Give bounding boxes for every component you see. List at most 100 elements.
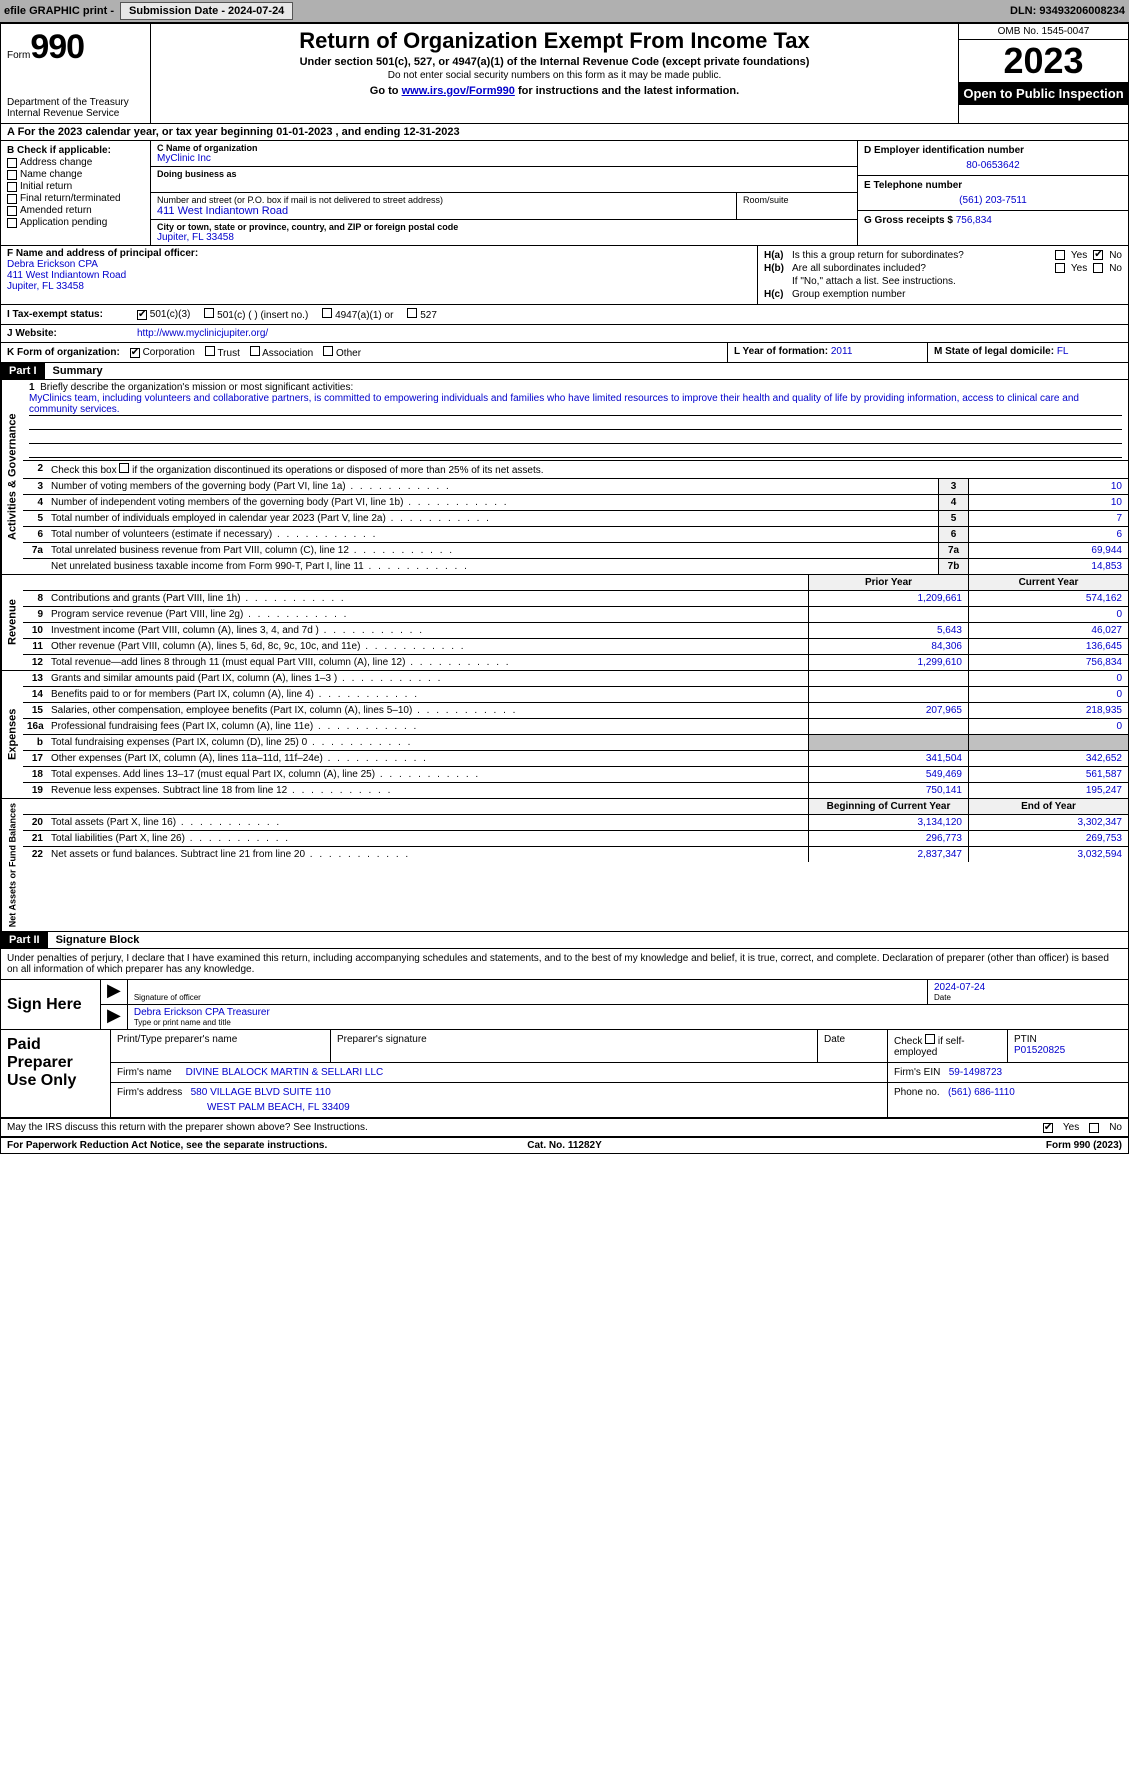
irs-link[interactable]: www.irs.gov/Form990 <box>402 85 515 97</box>
header-mid: Return of Organization Exempt From Incom… <box>151 24 958 123</box>
submission-date-button[interactable]: Submission Date - 2024-07-24 <box>120 2 293 20</box>
officer-name: Debra Erickson CPA Treasurer <box>134 1007 1122 1018</box>
summary-line: 8Contributions and grants (Part VIII, li… <box>23 591 1128 607</box>
vtab-activities: Activities & Governance <box>1 380 23 574</box>
chk-final-return[interactable] <box>7 194 17 204</box>
chk-amended[interactable] <box>7 206 17 216</box>
chk-501c[interactable] <box>204 308 214 318</box>
topbar: efile GRAPHIC print - Submission Date - … <box>0 0 1129 23</box>
col-b-checkboxes: B Check if applicable: Address change Na… <box>1 141 151 245</box>
form-number: 990 <box>30 28 84 67</box>
mission-text: MyClinics team, including volunteers and… <box>29 393 1122 416</box>
row-klm: K Form of organization: Corporation Trus… <box>1 343 1128 363</box>
chk-self-employed[interactable] <box>925 1034 935 1044</box>
chk-app-pending[interactable] <box>7 218 17 228</box>
omb-number: OMB No. 1545-0047 <box>959 24 1128 40</box>
chk-527[interactable] <box>407 308 417 318</box>
irs-discuss-row: May the IRS discuss this return with the… <box>1 1119 1128 1137</box>
col-c-org-info: C Name of organization MyClinic Inc Doin… <box>151 141 858 245</box>
efile-label: efile GRAPHIC print - <box>4 5 114 17</box>
dln-label: DLN: 93493206008234 <box>1010 5 1125 17</box>
chk-hb-no[interactable] <box>1093 263 1103 273</box>
summary-line: 6Total number of volunteers (estimate if… <box>23 527 1128 543</box>
vtab-net-assets: Net Assets or Fund Balances <box>1 799 23 931</box>
summary-line: 7aTotal unrelated business revenue from … <box>23 543 1128 559</box>
chk-501c3[interactable] <box>137 310 147 320</box>
arrow-icon: ▶ <box>101 980 128 1004</box>
summary-line: 4Number of independent voting members of… <box>23 495 1128 511</box>
chk-ha-no[interactable] <box>1093 250 1103 260</box>
firm-name: DIVINE BLALOCK MARTIN & SELLARI LLC <box>186 1067 384 1078</box>
chk-other[interactable] <box>323 346 333 356</box>
summary-line: 20Total assets (Part X, line 16)3,134,12… <box>23 815 1128 831</box>
form-990: Form 990 Department of the Treasury Inte… <box>0 23 1129 1154</box>
firm-ein: 59-1498723 <box>949 1067 1002 1078</box>
col-f-officer: F Name and address of principal officer:… <box>1 246 758 304</box>
firm-phone: (561) 686-1110 <box>948 1087 1015 1098</box>
chk-4947[interactable] <box>322 308 332 318</box>
form-subtitle2: Do not enter social security numbers on … <box>159 70 950 81</box>
summary-line: 19Revenue less expenses. Subtract line 1… <box>23 783 1128 798</box>
chk-ha-yes[interactable] <box>1055 250 1065 260</box>
summary-line: 11Other revenue (Part VIII, column (A), … <box>23 639 1128 655</box>
sign-date: 2024-07-24 <box>934 982 1122 993</box>
col-h-group: H(a) Is this a group return for subordin… <box>758 246 1128 304</box>
org-city: Jupiter, FL 33458 <box>157 232 851 243</box>
section-revenue: Revenue Prior Year Current Year 8Contrib… <box>1 575 1128 671</box>
section-expenses: Expenses 13Grants and similar amounts pa… <box>1 671 1128 799</box>
summary-line: 13Grants and similar amounts paid (Part … <box>23 671 1128 687</box>
year-formation: 2011 <box>831 346 853 357</box>
org-name: MyClinic Inc <box>157 153 851 164</box>
vtab-expenses: Expenses <box>1 671 23 798</box>
chk-discuss-yes[interactable] <box>1043 1123 1053 1133</box>
col-d-contact: D Employer identification number 80-0653… <box>858 141 1128 245</box>
arrow-icon: ▶ <box>101 1005 128 1029</box>
ptin-value: P01520825 <box>1014 1045 1122 1056</box>
paid-preparer-block: Paid Preparer Use Only Print/Type prepar… <box>1 1030 1128 1119</box>
summary-line: 5Total number of individuals employed in… <box>23 511 1128 527</box>
part1-header: Part I Summary <box>1 363 1128 380</box>
chk-discontinued[interactable] <box>119 463 129 473</box>
open-public-badge: Open to Public Inspection <box>959 82 1128 105</box>
state-domicile: FL <box>1057 346 1069 357</box>
tax-year: 2023 <box>959 40 1128 82</box>
ein-value: 80-0653642 <box>864 160 1122 171</box>
summary-line: 21Total liabilities (Part X, line 26)296… <box>23 831 1128 847</box>
section-fh: F Name and address of principal officer:… <box>1 246 1128 305</box>
row-j-website: J Website: http://www.myclinicjupiter.or… <box>1 325 1128 343</box>
chk-name-change[interactable] <box>7 170 17 180</box>
summary-line: bTotal fundraising expenses (Part IX, co… <box>23 735 1128 751</box>
section-activities-governance: Activities & Governance 1 Briefly descri… <box>1 380 1128 575</box>
chk-association[interactable] <box>250 346 260 356</box>
signature-declaration: Under penalties of perjury, I declare th… <box>1 949 1128 980</box>
chk-discuss-no[interactable] <box>1089 1123 1099 1133</box>
section-bcd: B Check if applicable: Address change Na… <box>1 141 1128 246</box>
gross-receipts: 756,834 <box>956 215 992 226</box>
part2-header: Part II Signature Block <box>1 932 1128 949</box>
summary-line: 18Total expenses. Add lines 13–17 (must … <box>23 767 1128 783</box>
summary-line: 14Benefits paid to or for members (Part … <box>23 687 1128 703</box>
summary-line: 16aProfessional fundraising fees (Part I… <box>23 719 1128 735</box>
firm-addr2: WEST PALM BEACH, FL 33409 <box>207 1102 881 1113</box>
website-url[interactable]: http://www.myclinicjupiter.org/ <box>137 328 268 339</box>
row-i-tax-exempt: I Tax-exempt status: 501(c)(3) 501(c) ( … <box>1 305 1128 325</box>
summary-line: 9Program service revenue (Part VIII, lin… <box>23 607 1128 623</box>
vtab-revenue: Revenue <box>1 575 23 670</box>
chk-trust[interactable] <box>205 346 215 356</box>
chk-hb-yes[interactable] <box>1055 263 1065 273</box>
row-a-tax-year: A For the 2023 calendar year, or tax yea… <box>1 124 1128 141</box>
form-title: Return of Organization Exempt From Incom… <box>159 28 950 54</box>
telephone-value: (561) 203-7511 <box>864 195 1122 206</box>
firm-addr1: 580 VILLAGE BLVD SUITE 110 <box>191 1087 331 1098</box>
summary-line: 17Other expenses (Part IX, column (A), l… <box>23 751 1128 767</box>
summary-line: 12Total revenue—add lines 8 through 11 (… <box>23 655 1128 670</box>
chk-corporation[interactable] <box>130 348 140 358</box>
chk-initial-return[interactable] <box>7 182 17 192</box>
summary-line: 22Net assets or fund balances. Subtract … <box>23 847 1128 862</box>
summary-line: Net unrelated business taxable income fr… <box>23 559 1128 574</box>
form-word: Form <box>7 50 30 61</box>
page-footer: For Paperwork Reduction Act Notice, see … <box>1 1137 1128 1153</box>
chk-address-change[interactable] <box>7 158 17 168</box>
summary-line: 3Number of voting members of the governi… <box>23 479 1128 495</box>
header-right: OMB No. 1545-0047 2023 Open to Public In… <box>958 24 1128 123</box>
